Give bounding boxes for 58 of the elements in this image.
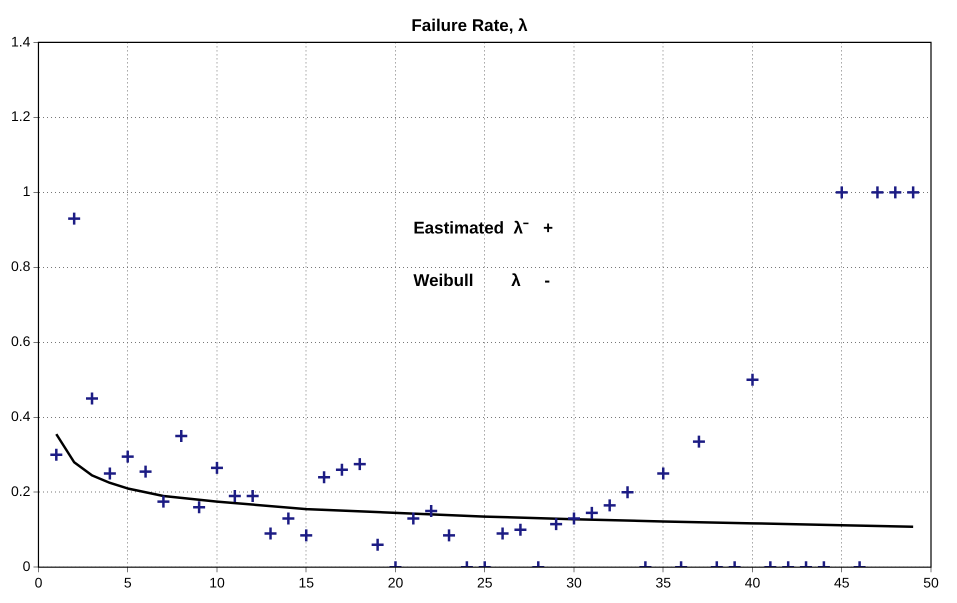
point xyxy=(495,526,510,541)
y-tick-label: 0 xyxy=(22,558,31,574)
point xyxy=(406,511,421,526)
point xyxy=(102,466,118,481)
point xyxy=(656,466,670,481)
annotation: Eastimated λ⁻ + xyxy=(413,218,554,238)
point xyxy=(316,470,332,484)
point xyxy=(281,511,296,526)
point xyxy=(49,447,64,462)
point xyxy=(548,516,564,532)
point xyxy=(888,185,903,200)
point xyxy=(334,462,350,477)
x-tick-label: 20 xyxy=(388,574,404,590)
point xyxy=(352,456,368,472)
point xyxy=(870,185,885,200)
point xyxy=(906,185,920,200)
x-tick-label: 45 xyxy=(834,574,850,590)
x-tick-label: 35 xyxy=(655,574,672,590)
point xyxy=(370,537,385,552)
point xyxy=(210,460,224,476)
point xyxy=(156,494,171,509)
chart-title: Failure Rate, λ xyxy=(411,16,528,35)
y-tick-label: 1.4 xyxy=(10,33,31,50)
y-tick-label: 0.6 xyxy=(10,333,31,350)
point xyxy=(424,504,438,518)
x-tick-label: 15 xyxy=(298,574,314,590)
x-tick-label: 25 xyxy=(476,574,493,590)
y-tick-label: 0.4 xyxy=(10,408,31,424)
point xyxy=(263,526,278,541)
x-tick-label: 30 xyxy=(566,574,582,590)
point xyxy=(298,528,314,543)
y-tick-label: 1.2 xyxy=(10,108,31,124)
point xyxy=(442,528,456,543)
point xyxy=(245,488,260,504)
point xyxy=(192,500,206,514)
point xyxy=(566,511,582,526)
x-tick-label: 5 xyxy=(124,574,132,590)
point xyxy=(120,449,135,464)
x-tick-label: 10 xyxy=(209,574,225,590)
y-tick-label: 1 xyxy=(22,183,31,200)
point xyxy=(66,211,82,226)
point xyxy=(138,464,153,479)
y-tick-label: 0.8 xyxy=(10,258,31,274)
point xyxy=(620,484,635,500)
y-tick-label: 0.2 xyxy=(10,483,31,500)
point xyxy=(692,434,706,449)
point xyxy=(602,498,617,513)
point xyxy=(584,506,600,520)
point xyxy=(834,185,849,200)
point xyxy=(513,522,528,537)
x-tick-label: 40 xyxy=(744,574,760,590)
x-tick-label: 0 xyxy=(34,574,43,590)
annotation: Weibull λ - xyxy=(413,270,550,290)
point xyxy=(745,372,760,388)
point xyxy=(228,488,242,504)
point xyxy=(174,428,189,444)
point xyxy=(84,391,100,406)
x-tick-label: 50 xyxy=(923,574,939,590)
